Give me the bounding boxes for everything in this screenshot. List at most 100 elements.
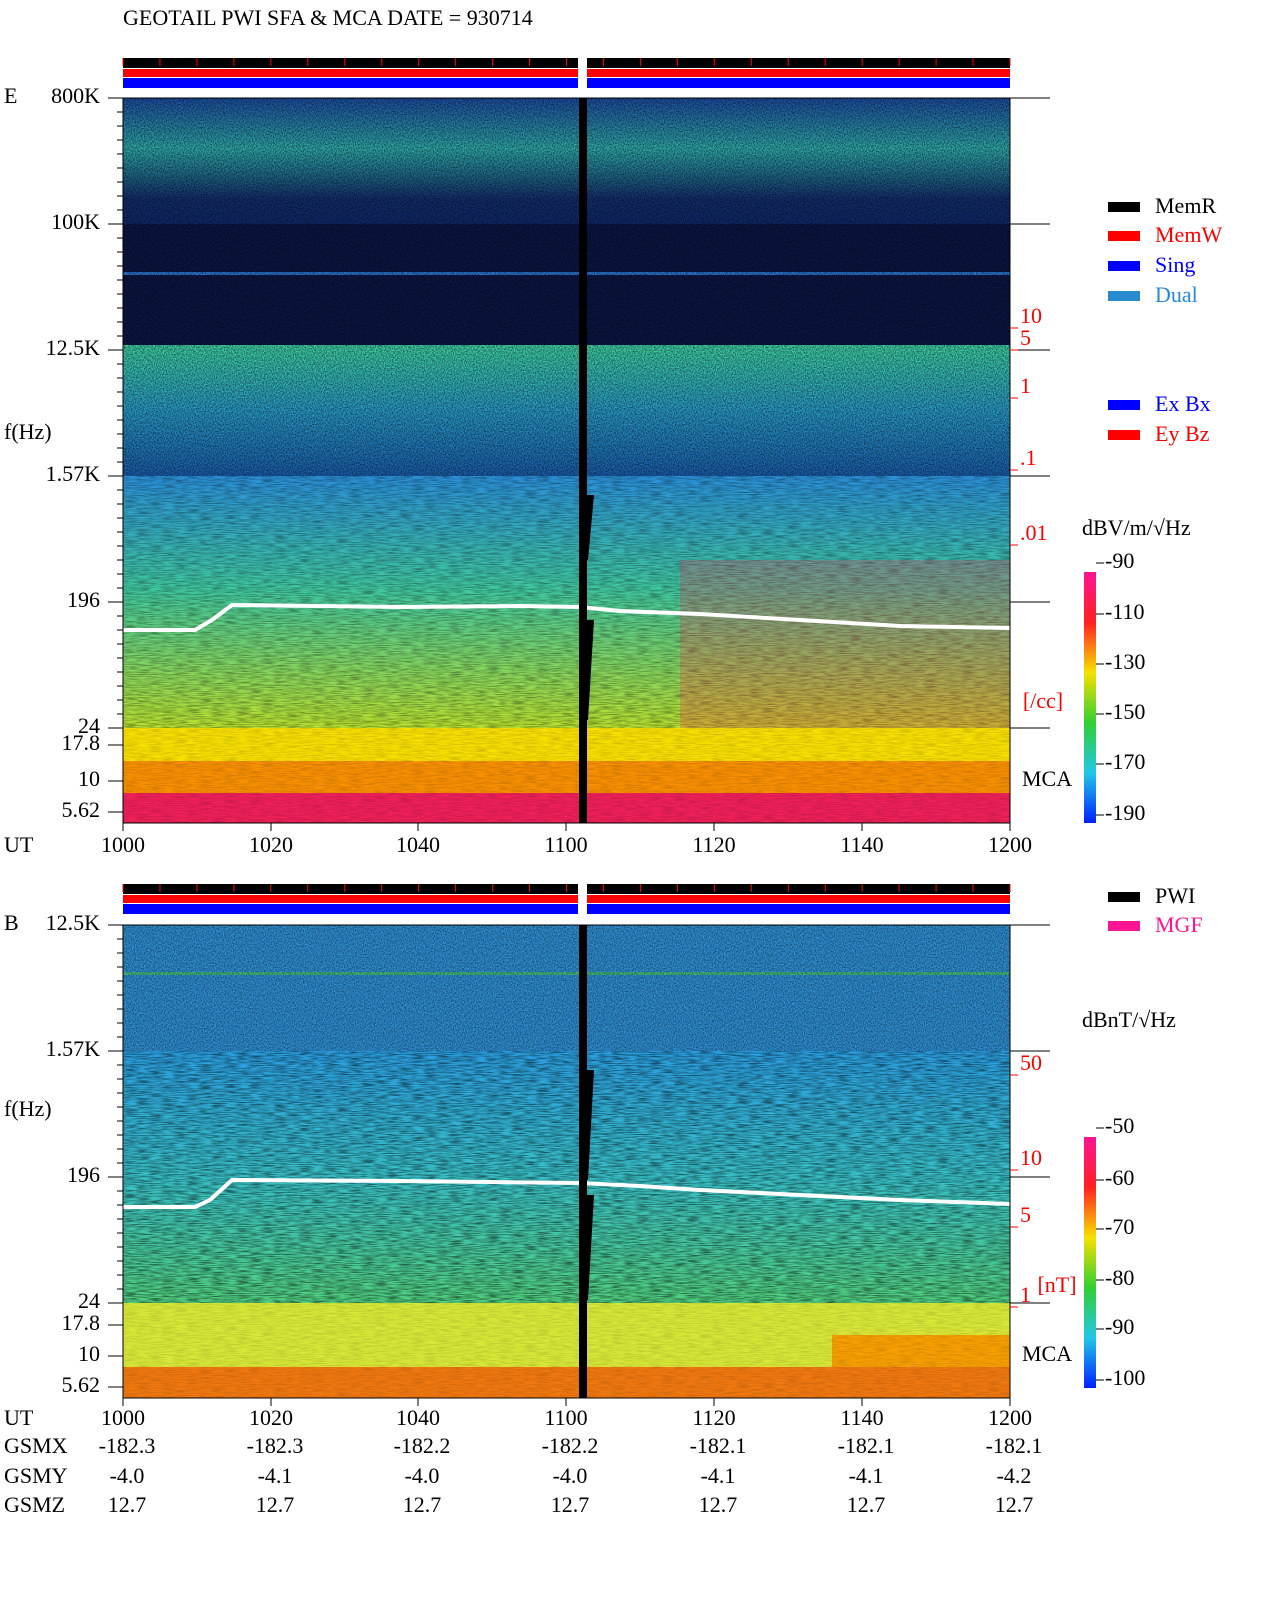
legend-label: PWI [1155, 883, 1195, 908]
orbit-value: -4.0 [405, 1463, 440, 1488]
legend-swatch [1108, 231, 1140, 241]
x-tick-label: 1140 [840, 832, 883, 857]
y-tick-label: 100K [51, 209, 100, 234]
x-tick-label: 1140 [840, 1405, 883, 1430]
orbit-value: 12.7 [699, 1492, 738, 1517]
orbit-value: -4.1 [701, 1463, 736, 1488]
colorbar-title: dBnT/√Hz [1082, 1007, 1176, 1032]
x-tick-label: 1020 [249, 1405, 293, 1430]
y-tick-label: 800K [51, 83, 100, 108]
mca-label: MCA [1022, 766, 1072, 791]
orbit-value: -4.1 [849, 1463, 884, 1488]
legend-swatch [1108, 261, 1140, 271]
x-tick-label: 1200 [988, 1405, 1032, 1430]
orbit-value: 12.7 [108, 1492, 147, 1517]
b-colorbar [1084, 1137, 1096, 1388]
legend-swatch [1108, 892, 1140, 902]
legend-label: MGF [1155, 912, 1203, 937]
colorbar-title: dBV/m/√Hz [1082, 515, 1191, 540]
x-tick-label: 1200 [988, 832, 1032, 857]
orbit-value: -182.3 [247, 1433, 304, 1458]
orbit-value: 12.7 [256, 1492, 295, 1517]
y-tick-label: 24 [78, 1288, 100, 1313]
y-tick-label: 17.8 [62, 1310, 101, 1335]
orbit-row-label: GSMX [4, 1433, 68, 1458]
legend-swatch [1108, 430, 1140, 440]
orbit-value: 12.7 [847, 1492, 886, 1517]
colorbar-tick-label: -170 [1105, 749, 1145, 774]
colorbar-tick-label: -50 [1105, 1113, 1134, 1138]
y-tick-label: 1.57K [46, 461, 101, 486]
title: GEOTAIL PWI SFA & MCA DATE = 930714 [123, 5, 533, 30]
orbit-row-label: GSMY [4, 1463, 68, 1488]
legend-label: MemW [1155, 222, 1222, 247]
legend-label: MemR [1155, 193, 1216, 218]
x-axis-label: UT [4, 1405, 34, 1430]
density-unit: [nT] [1037, 1272, 1076, 1297]
x-tick-label: 1120 [692, 1405, 735, 1430]
density-tick-label: 5 [1020, 325, 1031, 350]
density-tick-label: 50 [1020, 1050, 1042, 1075]
colorbar-tick-label: -190 [1105, 800, 1145, 825]
legend-swatch [1108, 400, 1140, 410]
y-axis-label: f(Hz) [4, 1096, 52, 1121]
orbit-value: -4.0 [553, 1463, 588, 1488]
colorbar-tick-label: -70 [1105, 1214, 1134, 1239]
legend-label: Dual [1155, 282, 1198, 307]
e-spectrogram [123, 98, 1011, 823]
orbit-value: -4.0 [110, 1463, 145, 1488]
x-tick-label: 1000 [101, 1405, 145, 1430]
colorbar-tick-label: -60 [1105, 1165, 1134, 1190]
y-tick-label: 5.62 [62, 797, 101, 822]
mca-label: MCA [1022, 1341, 1072, 1366]
density-tick-label: 1 [1020, 373, 1031, 398]
colorbar-tick-label: -130 [1105, 649, 1145, 674]
legend-label: Ey Bz [1155, 421, 1210, 446]
colorbar-tick-label: -150 [1105, 699, 1145, 724]
x-tick-label: 1120 [692, 832, 735, 857]
x-tick-label: 1100 [544, 1405, 587, 1430]
legend-swatch [1108, 921, 1140, 931]
density-tick-label: 10 [1020, 1145, 1042, 1170]
orbit-value: -182.1 [986, 1433, 1043, 1458]
density-tick-label: 5 [1020, 1202, 1031, 1227]
orbit-value: -182.3 [99, 1433, 156, 1458]
legend-label: Sing [1155, 252, 1195, 277]
orbit-value: -4.2 [997, 1463, 1032, 1488]
x-tick-label: 1040 [396, 1405, 440, 1430]
legend-swatch [1108, 202, 1140, 212]
colorbar-tick-label: -90 [1105, 1314, 1134, 1339]
y-tick-label: 10 [78, 1341, 100, 1366]
colorbar-tick-label: -80 [1105, 1265, 1134, 1290]
density-unit: [/cc] [1023, 688, 1063, 713]
component-label: E [4, 83, 17, 108]
density-tick-label: .01 [1020, 520, 1048, 545]
y-tick-label: 196 [67, 587, 100, 612]
y-tick-label: 5.62 [62, 1372, 101, 1397]
b-spectrogram [123, 925, 1011, 1398]
component-label: B [4, 910, 19, 935]
orbit-value: -182.1 [838, 1433, 895, 1458]
orbit-value: -182.1 [690, 1433, 747, 1458]
y-tick-label: 12.5K [46, 335, 101, 360]
orbit-value: 12.7 [403, 1492, 442, 1517]
density-tick-label: .1 [1020, 445, 1037, 470]
legend-swatch [1108, 291, 1140, 301]
orbit-row-label: GSMZ [4, 1492, 65, 1517]
y-tick-label: 17.8 [62, 730, 101, 755]
orbit-value: -182.2 [542, 1433, 599, 1458]
x-tick-label: 1040 [396, 832, 440, 857]
density-tick-label: 10 [1020, 303, 1042, 328]
y-axis-label: f(Hz) [4, 419, 52, 444]
colorbar-tick-label: -90 [1105, 548, 1134, 573]
y-tick-label: 24 [78, 713, 100, 738]
x-tick-label: 1020 [249, 832, 293, 857]
y-tick-label: 1.57K [46, 1036, 101, 1061]
orbit-value: 12.7 [551, 1492, 590, 1517]
x-tick-label: 1000 [101, 832, 145, 857]
colorbar-tick-label: -110 [1105, 599, 1145, 624]
density-tick-label: 1 [1020, 1282, 1031, 1307]
orbit-value: -4.1 [258, 1463, 293, 1488]
